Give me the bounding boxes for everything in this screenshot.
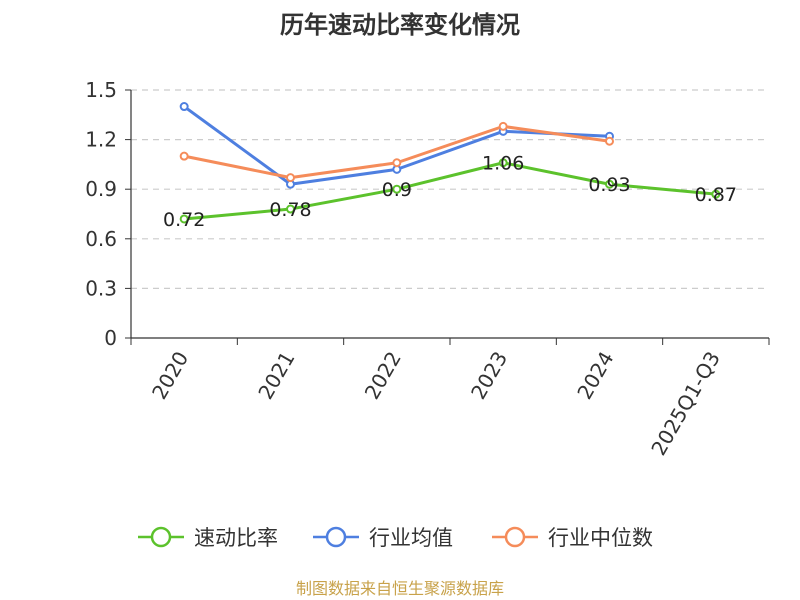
axes: 0 0.3 0.6 0.9 1.2 1.5 2020 2021 2022 2023 2024 2025… xyxy=(85,78,770,460)
data-label: 0.72 xyxy=(163,209,205,231)
x-tick-label: 2025Q1-Q3 xyxy=(646,347,725,459)
y-tick-label: 0.6 xyxy=(85,227,117,251)
y-tick-label: 0.9 xyxy=(85,177,117,201)
data-point xyxy=(605,136,614,146)
legend-label: 行业均值 xyxy=(369,526,453,550)
legend: 速动比率 行业均值 行业中位数 xyxy=(138,526,653,550)
source-note: 制图数据来自恒生聚源数据库 xyxy=(296,579,504,598)
legend-label: 速动比率 xyxy=(194,526,278,550)
legend-item: 行业均值 xyxy=(313,526,453,550)
data-point xyxy=(179,214,189,224)
data-point xyxy=(179,102,189,112)
data-point xyxy=(498,121,508,131)
x-tick-label: 2020 xyxy=(147,347,193,403)
data-point xyxy=(392,158,402,168)
chart-title: 历年速动比率变化情况 xyxy=(280,11,520,39)
x-tick-label: 2024 xyxy=(572,347,618,403)
x-tick-label: 2021 xyxy=(253,347,299,403)
y-tick-label: 0.3 xyxy=(85,276,117,300)
legend-swatch-marker xyxy=(150,526,172,548)
data-point xyxy=(498,158,508,168)
x-tick-label: 2022 xyxy=(360,347,406,403)
legend-swatch-marker xyxy=(504,526,526,548)
legend-swatch-marker xyxy=(325,526,347,548)
data-point xyxy=(179,151,189,161)
y-tick-label: 1.2 xyxy=(85,128,117,152)
data-point xyxy=(392,184,402,194)
series-line xyxy=(184,161,716,221)
data-label: 0.87 xyxy=(695,184,737,206)
data-label: 0.78 xyxy=(269,199,311,221)
data-point xyxy=(711,189,721,199)
data-label: 1.06 xyxy=(482,153,524,175)
y-tick-label: 1.5 xyxy=(85,78,117,102)
legend-item: 行业中位数 xyxy=(492,526,653,550)
data-point xyxy=(605,179,614,189)
legend-item: 速动比率 xyxy=(138,526,278,550)
data-label: 0.9 xyxy=(382,179,412,201)
data-labels: 0.72 0.78 0.9 1.06 0.93 0.87 xyxy=(163,153,737,231)
data-label: 0.93 xyxy=(588,174,630,196)
data-point xyxy=(286,204,295,214)
x-tick-label: 2023 xyxy=(466,347,512,403)
legend-label: 行业中位数 xyxy=(548,526,653,550)
y-tick-label: 0 xyxy=(104,326,117,350)
series-layer xyxy=(179,102,721,224)
data-point xyxy=(286,173,295,183)
